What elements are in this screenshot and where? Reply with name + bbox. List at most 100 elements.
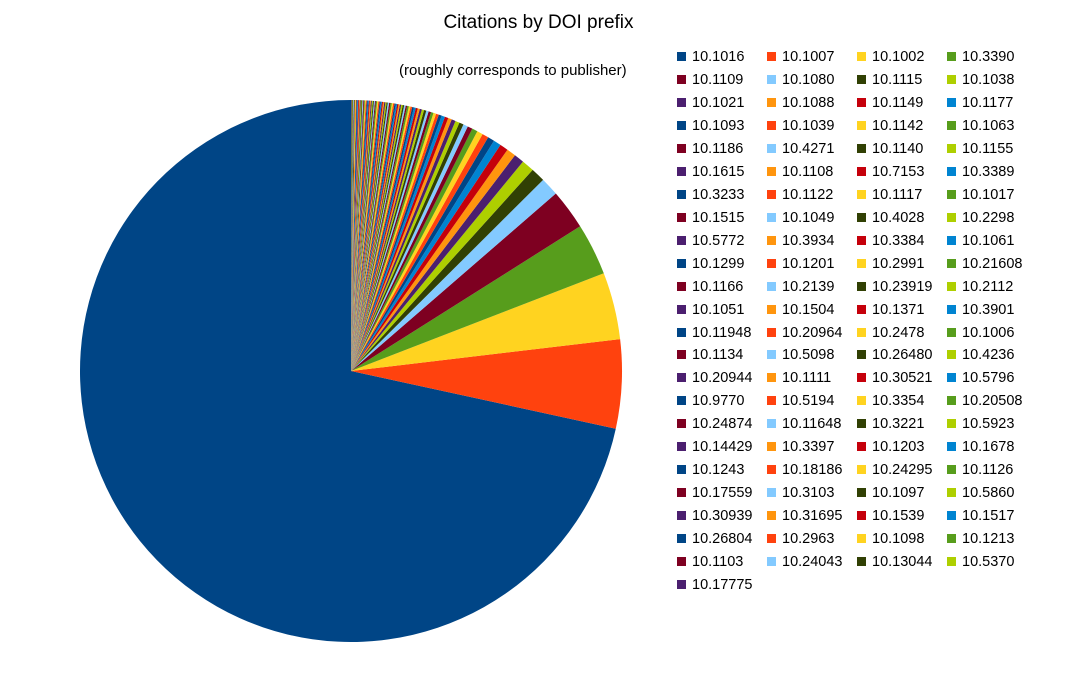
- pie-slice-10.14429: [351, 100, 372, 371]
- legend-entry: 10.5098: [767, 347, 834, 363]
- pie-slice-10.1539: [351, 100, 359, 371]
- legend-swatch: [947, 419, 956, 429]
- legend-swatch: [677, 534, 686, 544]
- legend-entry: 10.24043: [767, 554, 842, 570]
- pie-slice-10.4271: [351, 124, 468, 371]
- legend-label: 10.1002: [872, 49, 925, 65]
- pie-slice-10.31695: [351, 100, 360, 371]
- pie-slice-10.5370: [351, 100, 353, 371]
- legend-swatch: [947, 143, 956, 153]
- legend-label: 10.11948: [692, 324, 752, 341]
- legend-entry: 10.4271: [767, 141, 834, 157]
- legend-entry: 10.1007: [767, 49, 834, 65]
- legend-swatch: [767, 419, 776, 429]
- legend-entry: 10.1201: [767, 256, 834, 272]
- legend-label: 10.24295: [872, 462, 933, 479]
- legend-entry: 10.5370: [947, 554, 1014, 570]
- legend-swatch: [947, 511, 956, 521]
- legend-label: 10.4028: [872, 209, 925, 226]
- legend-swatch: [767, 396, 776, 406]
- legend-swatch: [947, 281, 956, 291]
- legend-swatch: [677, 235, 686, 245]
- legend-label: 10.3221: [872, 416, 925, 433]
- legend-label: 10.17775: [692, 577, 753, 594]
- legend-swatch: [857, 373, 866, 383]
- legend-label: 10.1111: [782, 370, 832, 387]
- legend-swatch: [677, 52, 686, 61]
- legend-entry: 10.2298: [947, 210, 1014, 226]
- legend-swatch: [677, 488, 686, 498]
- legend-entry: 10.1061: [947, 233, 1014, 249]
- pie-slice-10.20964: [351, 103, 395, 372]
- legend-swatch: [677, 74, 686, 84]
- legend-label: 10.1093: [692, 117, 745, 134]
- legend-entry: 10.20944: [677, 370, 752, 386]
- legend-entry: 10.1186: [677, 141, 743, 157]
- pie-slice-10.1017: [351, 112, 434, 372]
- legend-label: 10.1016: [692, 49, 745, 65]
- legend-entry: 10.1021: [677, 95, 744, 111]
- pie-slice-10.17775: [351, 100, 352, 371]
- legend-entry: 10.30939: [677, 508, 752, 524]
- pie-slice-10.1678: [351, 100, 369, 371]
- legend-entry: 10.24295: [857, 462, 932, 478]
- legend-label: 10.2112: [962, 278, 1014, 295]
- pie-slice-10.1203: [351, 100, 370, 371]
- legend-swatch: [677, 166, 686, 176]
- legend-swatch: [947, 442, 956, 452]
- legend-swatch: [857, 465, 866, 475]
- pie-slice-10.26804: [351, 100, 358, 372]
- legend-entry: 10.3934: [767, 233, 834, 249]
- legend-label: 10.14429: [692, 439, 753, 456]
- legend-entry: 10.1142: [857, 118, 923, 134]
- pie-slice-10.1051: [351, 104, 402, 372]
- legend-swatch: [857, 396, 866, 406]
- legend-swatch: [947, 465, 956, 475]
- legend-label: 10.5796: [962, 370, 1015, 387]
- pie-slice-10.1177: [351, 140, 501, 371]
- legend-entry: 10.5923: [947, 416, 1014, 432]
- legend-entry: 10.26480: [857, 347, 932, 363]
- pie-slice-10.3389: [351, 115, 445, 371]
- legend-swatch: [857, 212, 866, 222]
- legend-entry: 10.18186: [767, 462, 842, 478]
- pie-slice-10.1109: [351, 193, 581, 371]
- legend-swatch: [767, 327, 776, 337]
- pie-slice-10.1002: [351, 273, 621, 371]
- pie-slice-10.3384: [351, 107, 418, 371]
- pie-slice-10.1006: [351, 102, 392, 371]
- legend-swatch: [947, 166, 956, 176]
- pie-slice-10.5796: [351, 101, 382, 372]
- legend-entry: 10.1108: [767, 164, 833, 180]
- legend-entry: 10.2478: [857, 325, 924, 341]
- legend-swatch: [947, 235, 956, 245]
- legend-label: 10.1201: [782, 255, 835, 272]
- pie-slice-10.18186: [351, 100, 367, 371]
- legend-entry: 10.1049: [767, 210, 834, 226]
- pie-slice-10.1117: [351, 112, 437, 372]
- legend-entry: 10.1149: [857, 95, 923, 111]
- pie-slice-10.1504: [351, 104, 400, 371]
- legend-label: 10.1134: [692, 347, 744, 364]
- legend-swatch: [767, 258, 776, 268]
- legend-entry: 10.1093: [677, 118, 744, 134]
- legend-entry: 10.3103: [767, 485, 834, 501]
- legend-swatch: [857, 97, 866, 107]
- legend-swatch: [947, 350, 956, 360]
- pie-slice-10.24874: [351, 101, 376, 371]
- pie-slice-10.1201: [351, 106, 413, 371]
- legend-label: 10.1371: [872, 301, 925, 318]
- legend-label: 10.1539: [872, 508, 925, 525]
- legend-label: 10.21608: [962, 255, 1023, 272]
- pie-slice-10.4028: [351, 110, 427, 371]
- legend-label: 10.1103: [692, 554, 744, 571]
- legend-label: 10.1149: [872, 94, 924, 111]
- legend-label: 10.3397: [782, 439, 835, 456]
- legend-swatch: [857, 534, 866, 544]
- legend-label: 10.1021: [692, 94, 745, 111]
- legend-entry: 10.20964: [767, 325, 842, 341]
- legend-swatch: [677, 97, 686, 107]
- legend-label: 10.13044: [872, 554, 933, 571]
